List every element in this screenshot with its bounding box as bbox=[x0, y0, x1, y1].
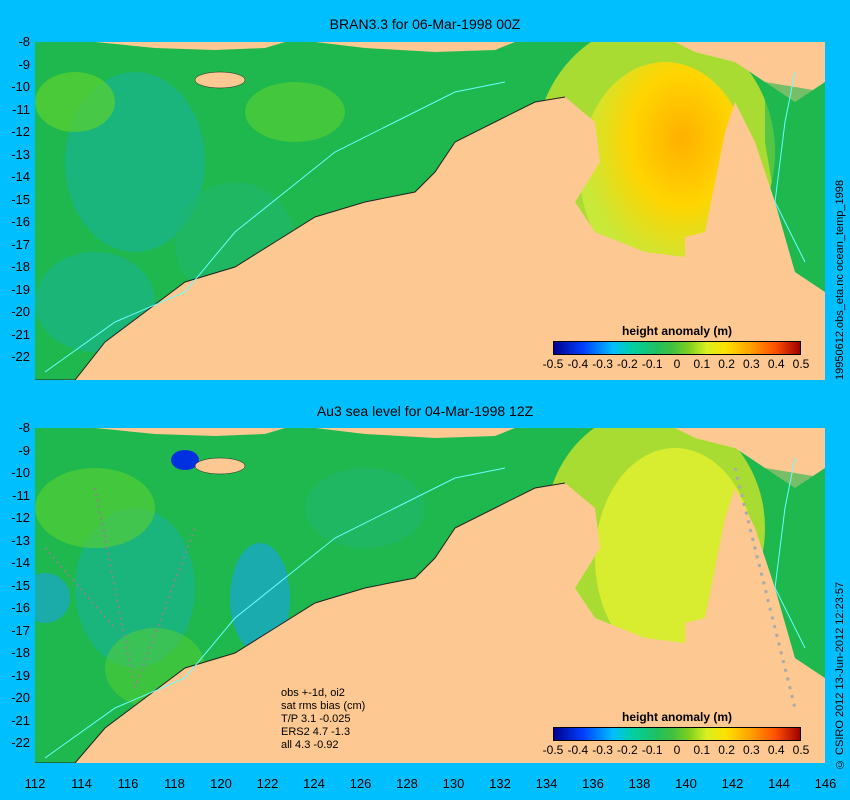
top-y-tick-label: -8 bbox=[18, 34, 30, 49]
top-y-tick-label: -12 bbox=[11, 124, 30, 139]
x-tick-label: 140 bbox=[675, 776, 697, 791]
stats-line: T/P 3.1 -0.025 bbox=[281, 713, 351, 725]
colorbar-tick-label: 0.4 bbox=[767, 357, 785, 371]
stats-line: sat rms bias (cm) bbox=[281, 700, 366, 712]
bottom-y-tick-label: -20 bbox=[11, 690, 30, 705]
colorbar-tick-label: -0.3 bbox=[592, 357, 613, 371]
top-legend-title: height anomaly (m) bbox=[621, 324, 732, 338]
top-colorbar-ticks: -0.5 -0.4 -0.3 -0.2 -0.1 0 0.1 0.2 0.3 0.4 0.5 bbox=[537, 357, 817, 373]
x-tick-label: 116 bbox=[117, 776, 139, 791]
colorbar-tick-label: -0.5 bbox=[542, 743, 564, 757]
x-tick-label: 128 bbox=[396, 776, 418, 791]
x-tick-label: 114 bbox=[71, 776, 92, 791]
x-tick-label: 142 bbox=[721, 776, 744, 791]
x-tick-label: 124 bbox=[303, 776, 325, 791]
colorbar-tick-label: 0.5 bbox=[792, 743, 810, 757]
top-y-tick-label: -22 bbox=[11, 349, 30, 364]
colorbar-tick-label: 0 bbox=[673, 743, 681, 757]
stats-line: all 4.3 -0.92 bbox=[281, 739, 339, 751]
stats-line: ERS2 4.7 -1.3 bbox=[281, 726, 351, 738]
bottom-y-tick-label: -13 bbox=[11, 532, 30, 548]
x-tick-label: 112 bbox=[24, 776, 46, 791]
x-tick-label: 136 bbox=[582, 776, 604, 791]
top-y-tick-label: -9 bbox=[18, 56, 30, 72]
top-y-tick-label: -15 bbox=[11, 191, 30, 207]
bottom-colorbar-ticks: -0.5 -0.4 -0.3 -0.2 -0.1 0 0.1 0.2 0.3 0.4 0.5 bbox=[537, 743, 817, 759]
stats-text: obs +-1d, oi2 sat rms bias (cm) T/P 3.1 … bbox=[281, 687, 365, 752]
colorbar-tick-label: -0.3 bbox=[592, 743, 613, 757]
top-y-tick-label: -17 bbox=[11, 236, 30, 252]
top-y-tick-label: -11 bbox=[12, 101, 30, 117]
colorbar-tick-label: -0.2 bbox=[617, 357, 638, 371]
colorbar-tick-label: 0.3 bbox=[743, 743, 760, 757]
bottom-y-tick-label: -18 bbox=[11, 645, 30, 660]
x-tick-label: 126 bbox=[349, 776, 372, 791]
bottom-y-tick-label: -8 bbox=[18, 420, 30, 435]
top-y-tick-label: -20 bbox=[11, 304, 30, 319]
colorbar-tick-label: -0.1 bbox=[641, 357, 663, 371]
top-y-tick-label: -13 bbox=[11, 146, 30, 162]
colorbar-tick-label: 0 bbox=[673, 357, 681, 371]
x-tick-label: 122 bbox=[256, 776, 279, 791]
top-colorbar-legend: height anomaly (m) -0.5 -0.4 -0.3 -0.2 -0.1 0… bbox=[537, 324, 817, 373]
colorbar-tick-label: -0.2 bbox=[617, 743, 638, 757]
top-y-tick-label: -14 bbox=[11, 169, 30, 184]
colorbar-tick-label: 0.1 bbox=[693, 743, 711, 757]
x-tick-label: 118 bbox=[164, 776, 185, 791]
bottom-y-tick-label: -17 bbox=[11, 622, 30, 638]
colorbar-tick-label: -0.4 bbox=[567, 743, 589, 757]
stats-line: obs +-1d, oi2 bbox=[281, 687, 345, 699]
colorbar-tick-label: 0.2 bbox=[718, 357, 735, 371]
bottom-colorbar-legend: height anomaly (m) -0.5 -0.4 -0.3 -0.2 -0.1 0… bbox=[537, 710, 817, 759]
top-y-tick-label: -18 bbox=[11, 259, 30, 274]
bottom-y-tick-label: -9 bbox=[18, 442, 30, 458]
x-tick-label: 130 bbox=[442, 776, 465, 791]
top-y-tick-label: -10 bbox=[11, 79, 30, 94]
bottom-y-tick-label: -19 bbox=[11, 667, 30, 683]
top-colorbar bbox=[553, 341, 801, 355]
bottom-map-title: Au3 sea level for 04-Mar-1998 12Z bbox=[316, 403, 534, 419]
top-y-tick-label: -21 bbox=[11, 326, 30, 342]
bottom-y-tick-label: -21 bbox=[11, 712, 30, 728]
bottom-y-tick-label: -10 bbox=[11, 465, 30, 480]
top-y-tick-label: -19 bbox=[11, 281, 30, 297]
x-tick-label: 138 bbox=[628, 776, 651, 791]
colorbar-tick-label: -0.1 bbox=[641, 743, 663, 757]
bottom-y-tick-label: -11 bbox=[12, 487, 30, 503]
bottom-credit-label: © CSIRO 2012 13-Jun-2012 12:23:57 bbox=[834, 581, 846, 770]
x-tick-label: 120 bbox=[210, 776, 232, 791]
x-tick-label: 134 bbox=[535, 776, 558, 791]
x-tick-label: 146 bbox=[814, 776, 837, 791]
top-y-tick-label: -16 bbox=[11, 214, 30, 229]
bottom-y-tick-label: -12 bbox=[11, 510, 30, 525]
colorbar-tick-label: 0.4 bbox=[767, 743, 785, 757]
bottom-y-tick-label: -15 bbox=[11, 577, 30, 593]
colorbar-tick-label: -0.4 bbox=[567, 357, 589, 371]
bottom-legend-title: height anomaly (m) bbox=[621, 710, 732, 724]
top-map-title: BRAN3.3 for 06-Mar-1998 00Z bbox=[329, 16, 521, 32]
colorbar-tick-label: -0.5 bbox=[542, 357, 564, 371]
colorbar-tick-label: 0.5 bbox=[792, 357, 810, 371]
bottom-map bbox=[35, 428, 825, 763]
colorbar-tick-label: 0.2 bbox=[718, 743, 735, 757]
x-tick-label: 144 bbox=[768, 776, 790, 791]
bottom-y-tick-label: -16 bbox=[11, 600, 30, 615]
colorbar-tick-label: 0.1 bbox=[693, 357, 711, 371]
bottom-y-tick-label: -14 bbox=[11, 555, 30, 570]
colorbar-tick-label: 0.3 bbox=[743, 357, 760, 371]
top-file-label: 19950612.obs_eta.nc ocean_temp_1998 bbox=[834, 179, 846, 380]
x-tick-label: 132 bbox=[489, 776, 511, 791]
top-map bbox=[35, 42, 825, 380]
bottom-y-tick-label: -22 bbox=[11, 735, 30, 750]
bottom-colorbar bbox=[553, 727, 801, 741]
